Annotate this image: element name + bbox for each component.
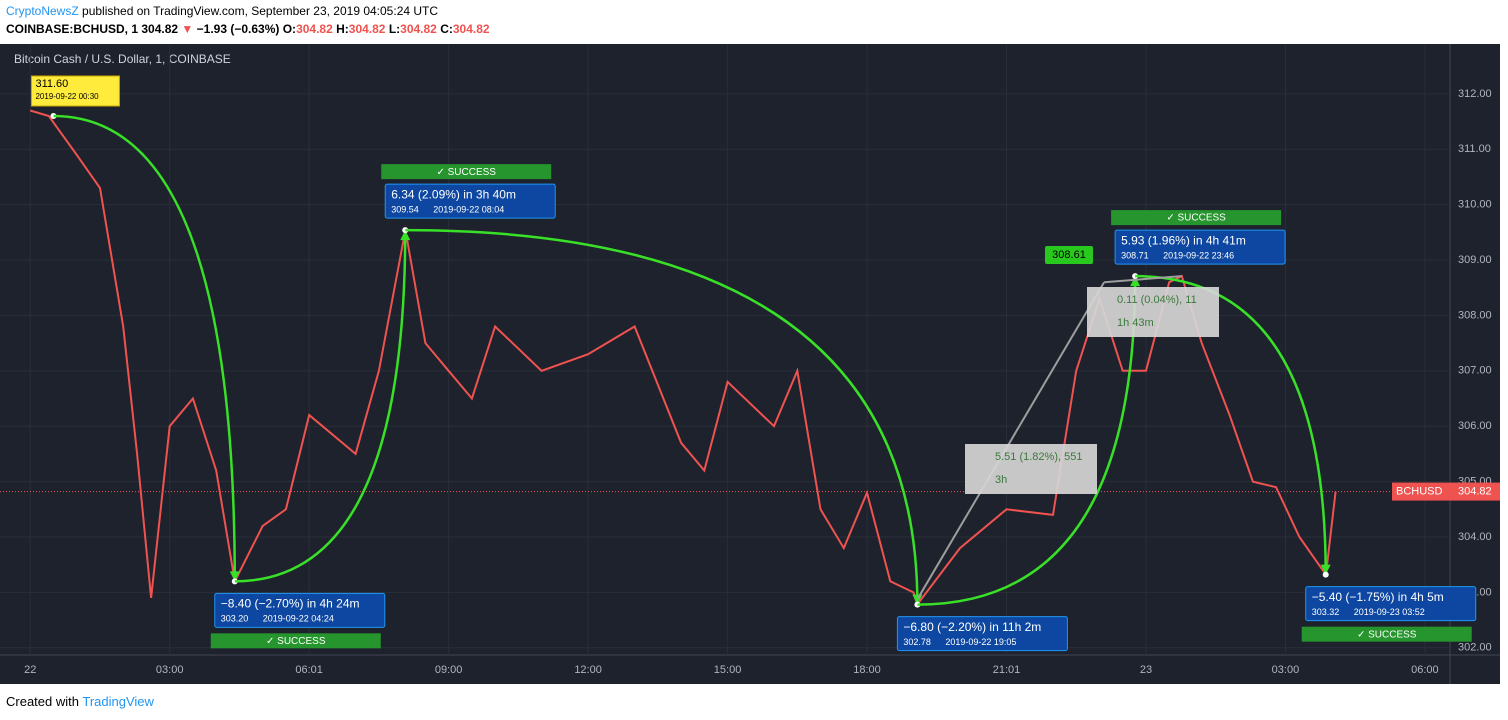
status-text: ✓ SUCCESS: [436, 167, 496, 178]
move-arrow: [1135, 274, 1327, 575]
measure-line: [917, 281, 1105, 599]
x-tick-label: 23: [1140, 664, 1152, 676]
status-box: [210, 633, 381, 649]
annotation-time: 2019-09-22 19:05: [945, 637, 1016, 647]
y-tick-label: 310.00: [1458, 199, 1492, 211]
last-price-symbol: BCHUSD: [1396, 485, 1443, 497]
arrow-head: [229, 571, 240, 582]
x-tick-label: 22: [24, 664, 36, 676]
x-tick-label: 15:00: [714, 664, 742, 676]
arrow-head: [912, 594, 923, 605]
annotation-box: [214, 592, 386, 628]
y-tick-label: 302.00: [1458, 642, 1492, 654]
x-tick-label: 06:01: [295, 664, 323, 676]
x-tick-label: 18:00: [853, 664, 881, 676]
status-box: [1111, 210, 1282, 226]
x-tick-label: 12:00: [574, 664, 602, 676]
status-text: ✓ SUCCESS: [1166, 213, 1226, 224]
change: −1.93 (−0.63%): [196, 22, 280, 36]
annotation-time: 2019-09-23 03:52: [1354, 607, 1425, 617]
status-text: ✓ SUCCESS: [1357, 629, 1417, 640]
published: published on TradingView.com, September …: [82, 4, 439, 18]
annotation-price: 302.78: [903, 637, 931, 647]
publisher: CryptoNewsZ: [6, 4, 79, 18]
y-tick-label: 311.00: [1458, 143, 1491, 155]
price: 304.82: [141, 22, 179, 36]
measure-line: [1104, 275, 1182, 284]
start-box: [30, 75, 120, 107]
status-box: [1301, 626, 1472, 642]
ohlc-value: 304.82: [296, 22, 333, 36]
y-tick-label: 309.00: [1458, 254, 1492, 266]
annotation-text: −5.40 (−1.75%) in 4h 5m: [1312, 590, 1444, 604]
chart-title: Bitcoin Cash / U.S. Dollar, 1, COINBASE: [14, 52, 231, 66]
y-tick-label: 304.00: [1458, 531, 1492, 543]
x-tick-label: 09:00: [435, 664, 463, 676]
annotation-box: [1114, 229, 1286, 265]
start-time: 2019-09-22 00:30: [35, 92, 99, 101]
ohlc-value: 304.82: [348, 22, 386, 36]
arrow-head: [1320, 564, 1331, 575]
status-text: ✓ SUCCESS: [266, 636, 326, 647]
symbol: COINBASE:BCHUSD, 1: [6, 22, 139, 36]
ohlc-label: C:: [440, 22, 453, 36]
measure-box: [1087, 287, 1219, 337]
measure-box: [965, 444, 1097, 494]
annotation-text: 5.93 (1.96%) in 4h 41m: [1121, 233, 1246, 247]
anchor: [1322, 571, 1329, 578]
ohlc: O:304.82 H:304.82 L:304.82 C:304.82: [283, 22, 490, 36]
peak-label: 308.61: [1052, 249, 1086, 261]
ohlc-value: 304.82: [400, 22, 437, 36]
ohlc-value: 304.82: [452, 22, 490, 36]
start-price: 311.60: [35, 78, 68, 90]
annotation-text: −6.80 (−2.20%) in 11h 2m: [903, 620, 1041, 634]
annotation-price: 309.54: [391, 205, 419, 215]
arrow-head: [400, 230, 411, 241]
ohlc-label: O:: [282, 22, 297, 36]
measure-text: 5.51 (1.82%), 551: [995, 451, 1082, 463]
ohlc-label: H:: [336, 22, 349, 36]
measure-time: 3h: [995, 474, 1007, 486]
annotation-text: 6.34 (2.09%) in 3h 40m: [391, 187, 516, 201]
x-tick-label: 03:00: [156, 664, 184, 676]
annotation-box: [384, 183, 556, 219]
move-arrow: [53, 114, 237, 582]
last-price-label: 304.82: [1458, 485, 1492, 497]
annotation-price: 303.20: [221, 614, 249, 624]
annotation-box: [1305, 586, 1477, 622]
move-arrow: [234, 230, 407, 583]
annotation-text: −8.40 (−2.70%) in 4h 24m: [221, 596, 360, 610]
annotation-time: 2019-09-22 08:04: [433, 205, 504, 215]
last-price-tag: [1392, 482, 1500, 501]
y-tick-label: 312.00: [1458, 88, 1492, 100]
annotation-price: 308.71: [1121, 250, 1149, 260]
footer: Created with TradingView: [6, 694, 154, 709]
annotation-time: 2019-09-22 23:46: [1163, 250, 1234, 260]
annotation-box: [896, 616, 1068, 652]
created: Created with: [6, 694, 79, 709]
y-tick-label: 306.00: [1458, 420, 1492, 432]
publish-line: CryptoNewsZ published on TradingView.com…: [6, 4, 438, 18]
quote-line: COINBASE:BCHUSD, 1 304.82 ▼ −1.93 (−0.63…: [6, 22, 490, 36]
status-box: [381, 164, 552, 180]
chart: Bitcoin Cash / U.S. Dollar, 1, COINBASE …: [0, 44, 1500, 684]
measure-time: 1h 43m: [1117, 317, 1154, 329]
x-tick-label: 03:00: [1272, 664, 1300, 676]
annotation-time: 2019-09-22 04:24: [263, 614, 334, 624]
measure-text: 0.11 (0.04%), 11: [1117, 294, 1197, 306]
move-arrow: [405, 228, 919, 605]
chart-bg: [0, 44, 1500, 684]
arrow-head: [1130, 276, 1141, 287]
peak-box: [1045, 246, 1093, 264]
x-tick-label: 06:00: [1411, 664, 1439, 676]
direction: ▼: [181, 22, 194, 36]
ohlc-label: L:: [388, 22, 401, 36]
y-tick-label: 308.00: [1458, 309, 1492, 321]
brand: TradingView: [82, 694, 154, 709]
move-arrow: [917, 276, 1137, 606]
x-tick-label: 21:01: [993, 664, 1021, 676]
annotation-price: 303.32: [1312, 607, 1340, 617]
y-tick-label: 307.00: [1458, 365, 1492, 377]
